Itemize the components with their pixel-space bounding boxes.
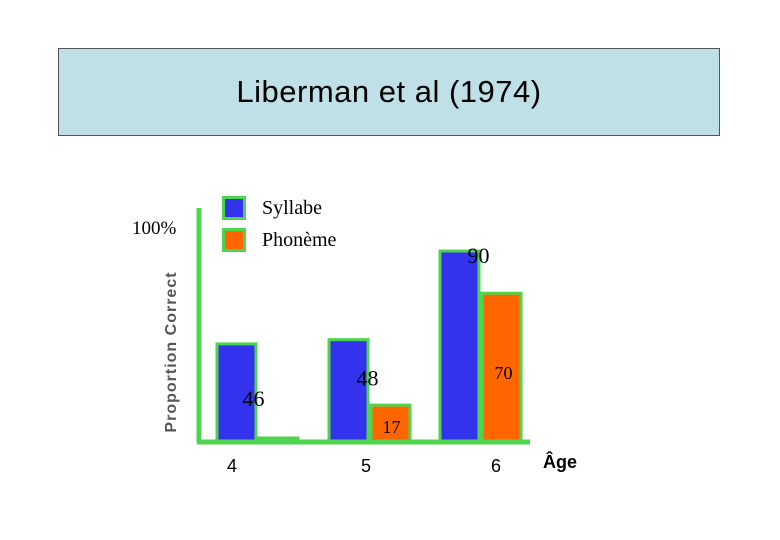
legend-swatch-phoneme (222, 228, 246, 252)
title-box: Liberman et al (1974) (58, 48, 720, 136)
data-label-syllabe-5: 48 (357, 366, 379, 391)
x-tick-label-4: 4 (227, 456, 237, 476)
chart-title: Liberman et al (1974) (236, 74, 542, 109)
x-axis-title: Âge (543, 452, 578, 472)
data-label-syllabe-6: 90 (468, 243, 490, 268)
data-label-phoneme-5: 17 (383, 417, 401, 437)
legend-label-syllabe: Syllabe (262, 196, 322, 219)
bar-phoneme-6 (480, 291, 523, 443)
x-tick-label-6: 6 (491, 456, 501, 476)
legend-item-phoneme: Phonème (222, 228, 336, 252)
bar-phoneme-5 (369, 403, 412, 443)
legend-item-syllabe: Syllabe (222, 196, 322, 220)
data-label-syllabe-4: 46 (243, 386, 265, 411)
bar-syllabe-4 (215, 342, 258, 443)
legend-label-phoneme: Phonème (262, 228, 337, 251)
x-tick-label-5: 5 (361, 456, 371, 476)
data-label-phoneme-6: 70 (495, 363, 513, 383)
bar-phoneme-4 (257, 436, 300, 443)
y-tick-label-100: 100% (132, 218, 177, 239)
bar-syllabe-5 (327, 338, 370, 443)
legend-swatch-syllabe (222, 196, 246, 220)
bar-syllabe-6 (438, 249, 481, 443)
